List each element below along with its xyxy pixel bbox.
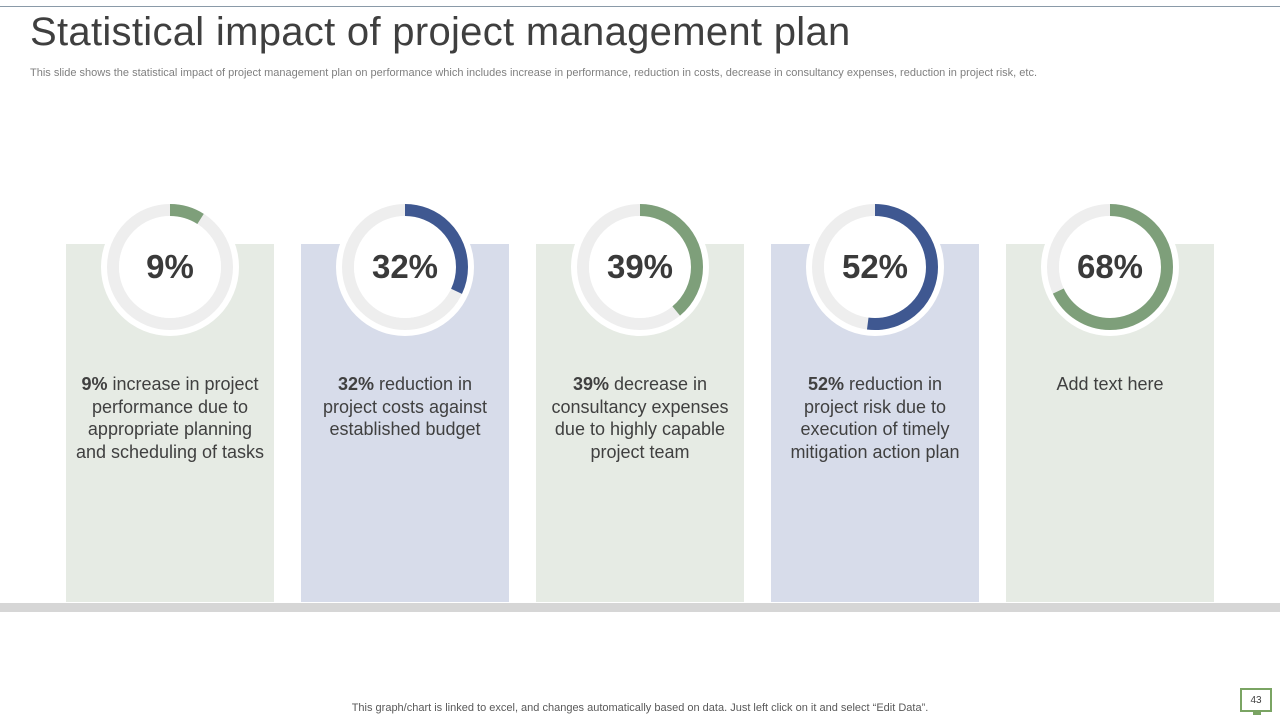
floor-bar bbox=[0, 603, 1280, 612]
donut-svg bbox=[101, 198, 239, 336]
card-description-text: Add text here bbox=[1056, 374, 1164, 394]
card-description-text: decrease in consultancy expenses due to … bbox=[551, 374, 729, 462]
donut-percent-label: 39% bbox=[606, 248, 674, 285]
donut-gauge[interactable]: 32% bbox=[335, 197, 475, 337]
monitor-stand-icon bbox=[1253, 712, 1261, 715]
footer-note: This graph/chart is linked to excel, and… bbox=[351, 702, 929, 714]
card-description-text: reduction in project risk due to executi… bbox=[790, 374, 960, 462]
donut-percent-label: 9% bbox=[146, 248, 194, 285]
donut-value-arc bbox=[577, 204, 703, 330]
slide-title: Statistical impact of project management… bbox=[30, 10, 851, 54]
card-description-text: increase in project performance due to a… bbox=[75, 374, 265, 462]
donut-gauge[interactable]: 9% bbox=[100, 197, 240, 337]
donut-value-arc bbox=[812, 204, 938, 330]
card-description-value: 32% bbox=[337, 374, 374, 394]
page-number-badge: 43 bbox=[1240, 688, 1276, 715]
top-rule bbox=[0, 6, 1280, 7]
donut-svg bbox=[806, 198, 944, 336]
slide-subtitle: This slide shows the statistical impact … bbox=[30, 67, 1037, 79]
donut-percent-label: 52% bbox=[841, 248, 909, 285]
donut-percent-label: 68% bbox=[1076, 248, 1144, 285]
donut-svg bbox=[336, 198, 474, 336]
donut-gauge[interactable]: 39% bbox=[570, 197, 710, 337]
donut-value-arc bbox=[1047, 204, 1173, 330]
donut-percent-label: 32% bbox=[371, 248, 439, 285]
donut-gauge[interactable]: 52% bbox=[805, 197, 945, 337]
card-description: 9% increase in project performance due t… bbox=[75, 373, 265, 463]
donut-inner-disc bbox=[354, 216, 456, 318]
card-description: 32% reduction in project costs against e… bbox=[310, 373, 500, 441]
card-description-text: reduction in project costs against estab… bbox=[322, 374, 488, 439]
card-description-value: 52% bbox=[807, 374, 844, 394]
donut-gauge[interactable]: 68% bbox=[1040, 197, 1180, 337]
card-description-value: 39% bbox=[572, 374, 609, 394]
donut-value-arc bbox=[107, 204, 233, 330]
donut-inner-disc bbox=[1059, 216, 1161, 318]
card-description-value: 9% bbox=[81, 374, 108, 394]
card-description: Add text here bbox=[1015, 373, 1205, 396]
card-description: 52% reduction in project risk due to exe… bbox=[780, 373, 970, 463]
donut-inner-disc bbox=[824, 216, 926, 318]
donut-svg bbox=[1041, 198, 1179, 336]
donut-value-arc bbox=[342, 204, 468, 330]
donut-inner-disc bbox=[589, 216, 691, 318]
card-description: 39% decrease in consultancy expenses due… bbox=[545, 373, 735, 463]
donut-inner-disc bbox=[119, 216, 221, 318]
page-number: 43 bbox=[1240, 688, 1272, 712]
donut-svg bbox=[571, 198, 709, 336]
